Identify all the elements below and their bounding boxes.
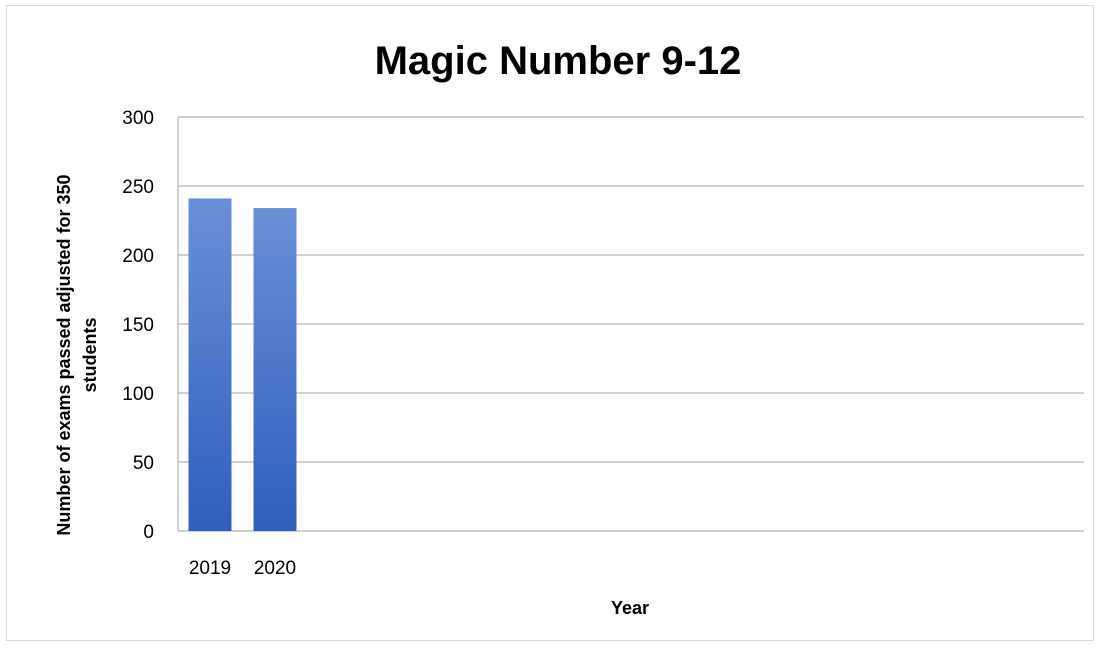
x-axis-title: Year bbox=[611, 598, 649, 618]
x-tick-label: 2019 bbox=[189, 558, 231, 579]
chart-frame bbox=[6, 5, 1094, 641]
y-tick-label: 150 bbox=[122, 315, 154, 336]
y-tick-label: 100 bbox=[122, 384, 154, 405]
bar-2020 bbox=[253, 208, 297, 531]
gridlines bbox=[177, 116, 1084, 532]
y-axis-title-line-2: students bbox=[80, 317, 100, 392]
y-axis-title: Number of exams passed adjusted for 350 … bbox=[54, 174, 100, 535]
bars bbox=[188, 198, 297, 532]
x-tick-label: 2020 bbox=[254, 558, 296, 579]
y-tick-label: 300 bbox=[122, 108, 154, 129]
y-tick-label: 250 bbox=[122, 177, 154, 198]
y-axis-ticks: 0 50 100 150 200 250 300 bbox=[122, 108, 154, 543]
y-tick-label: 200 bbox=[122, 246, 154, 267]
y-tick-label: 0 bbox=[143, 522, 154, 543]
y-tick-label: 50 bbox=[133, 453, 154, 474]
chart-title: Magic Number 9-12 bbox=[375, 39, 742, 83]
y-axis-title-line-1: Number of exams passed adjusted for 350 bbox=[54, 174, 74, 535]
bar-2019 bbox=[188, 198, 232, 532]
x-axis-ticks: 2019 2020 bbox=[189, 558, 296, 579]
